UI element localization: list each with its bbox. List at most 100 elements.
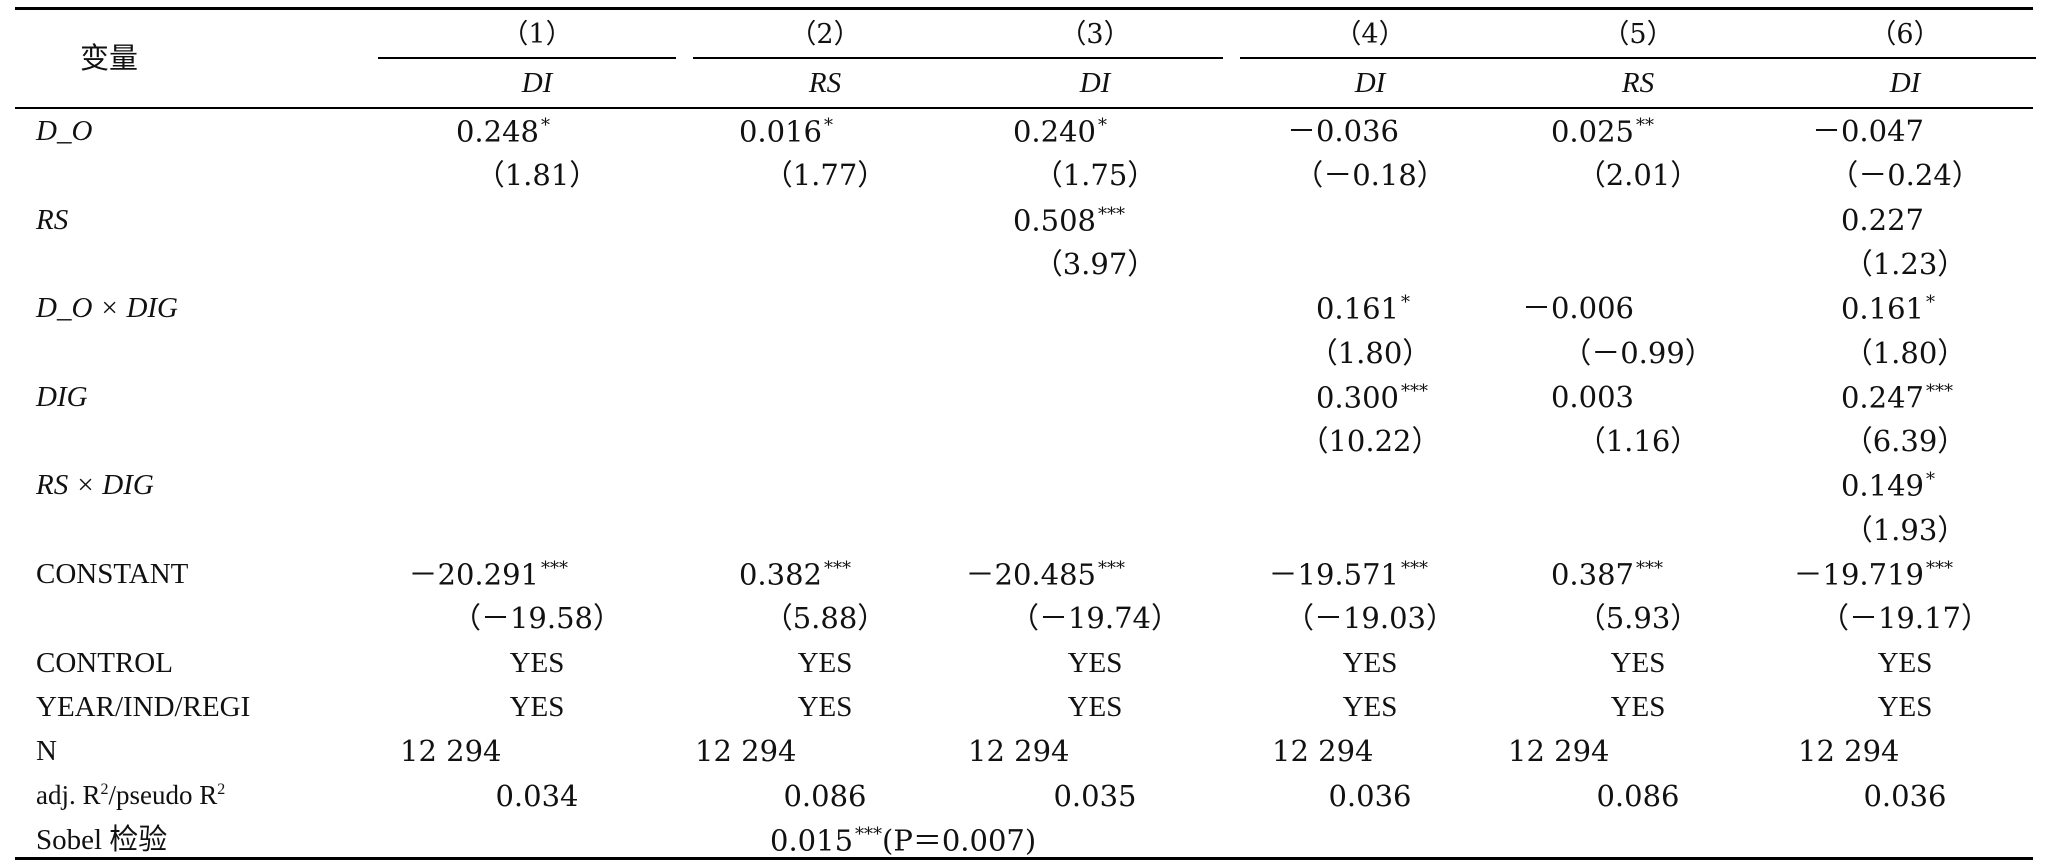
r2-value: 0.034 [495, 778, 579, 813]
coefficient-value: 0.508 [1012, 203, 1096, 238]
coefficient-value: －0.036 [1286, 114, 1399, 148]
variable-name: D_O × DIG [36, 292, 178, 325]
variable-name: RS [36, 203, 69, 236]
r2-superscript: 2 [100, 780, 109, 798]
coefficient-cell: －0.036 [1287, 117, 1435, 146]
header-model-number: （1） [501, 19, 573, 50]
t-stat-cell: （1.80） [1308, 335, 1432, 370]
header-dependent-variable: RS [808, 67, 842, 99]
group-rule-3 [1240, 57, 2036, 59]
t-stat-cell: （2.01） [1576, 158, 1700, 193]
control-row-value: YES [509, 646, 565, 679]
coefficient-value: 0.387 [1550, 557, 1634, 592]
variable-name: CONSTANT [36, 558, 189, 590]
header-model-number: （3） [1059, 19, 1131, 50]
coefficient-cell: 0.149 * [1841, 471, 1960, 501]
t-stat-cell: （－0.18） [1294, 158, 1446, 193]
coefficient-cell: －20.485 *** [966, 560, 1132, 590]
t-stat-cell: （1.23） [1843, 246, 1967, 281]
significance-stars: *** [1926, 558, 1953, 579]
coefficient-value: －19.571 [1268, 557, 1399, 592]
significance-stars: *** [1636, 558, 1663, 579]
coefficient-cell: 0.382 *** [739, 560, 858, 590]
r2-label-part: adj. R [36, 779, 101, 810]
coefficient-cell: 0.240 * [1013, 117, 1132, 147]
t-stat-cell: （1.80） [1843, 335, 1967, 370]
t-stat-cell: （－19.17） [1819, 601, 1991, 636]
t-stat-cell: （3.97） [1033, 246, 1157, 281]
coefficient-value: 0.240 [1012, 114, 1096, 149]
r2-value: 0.086 [1596, 778, 1680, 813]
coefficient-cell: －20.291 *** [409, 560, 575, 590]
coefficient-cell: 0.161 * [1316, 294, 1435, 324]
r2-label-part: /pseudo R [108, 779, 218, 810]
significance-stars: * [1098, 115, 1107, 136]
group-rule-1 [378, 57, 676, 59]
control-row-value: YES [1067, 646, 1123, 679]
variable-name: D_O [36, 115, 93, 147]
top-rule [15, 7, 2033, 10]
significance-stars: ** [1636, 115, 1654, 136]
t-stat-cell: （1.16） [1576, 424, 1700, 459]
t-stat-cell: （6.39） [1843, 424, 1967, 459]
header-rule [15, 107, 2033, 109]
significance-stars: * [824, 115, 833, 136]
coefficient-value: 0.016 [738, 114, 822, 149]
t-stat-cell: （10.22） [1299, 424, 1441, 459]
control-row-value: YES [1877, 646, 1933, 679]
coefficient-cell: 0.227 [1841, 205, 1960, 235]
significance-stars: * [541, 115, 550, 136]
t-stat-cell: （－19.74） [1009, 601, 1181, 636]
significance-stars: *** [541, 558, 568, 579]
fixed-effects-row-value: YES [797, 690, 853, 723]
coefficient-value: 0.149 [1840, 469, 1924, 504]
t-stat-cell: （－0.24） [1829, 158, 1981, 193]
coefficient-cell: 0.025 ** [1551, 117, 1670, 147]
header-dependent-variable: RS [1621, 67, 1655, 99]
t-stat-cell: （5.93） [1576, 601, 1700, 636]
header-model-number: （5） [1602, 19, 1674, 50]
header-model-number: （4） [1334, 19, 1406, 50]
fixed-effects-row-value: YES [1067, 690, 1123, 723]
sobel-value: 0.015 ***(P＝0.007) [770, 825, 1036, 856]
coefficient-cell: 0.248 * [456, 117, 575, 147]
coefficient-value: 0.382 [738, 557, 822, 592]
header-model-number: （6） [1869, 19, 1941, 50]
coefficient-cell: 0.300 *** [1316, 380, 1435, 413]
t-stat-cell: （5.88） [763, 601, 887, 636]
t-stat-cell: （－19.03） [1284, 601, 1456, 636]
header-dependent-variable: DI [1889, 67, 1921, 99]
n-value: 12 294 [968, 734, 1070, 769]
coefficient-value: 0.247 [1840, 380, 1924, 415]
t-stat-cell: （1.81） [475, 158, 599, 193]
header-variable-label: 变量 [80, 43, 139, 75]
coefficient-value: －0.006 [1521, 291, 1634, 326]
significance-stars: *** [824, 558, 851, 579]
coefficient-value: 0.161 [1840, 291, 1924, 326]
fixed-effects-row-value: YES [1610, 690, 1666, 723]
r2-value: 0.036 [1863, 778, 1947, 813]
header-dependent-variable: DI [1354, 67, 1386, 99]
fixed-effects-row-label: YEAR/IND/REGI [36, 690, 251, 723]
coefficient-value: 0.248 [455, 114, 539, 149]
bottom-rule [15, 857, 2033, 860]
coefficient-cell: －19.719 *** [1794, 560, 1960, 590]
variable-name: RS × DIG [36, 469, 154, 502]
coefficient-cell: 0.508 *** [1012, 203, 1132, 238]
n-row-label: N [36, 735, 57, 768]
r2-value: 0.035 [1053, 778, 1137, 813]
coefficient-cell: 0.016 * [739, 117, 858, 147]
r2-superscript: 2 [217, 780, 226, 798]
coefficient-cell: 0.161 * [1841, 294, 1960, 324]
fixed-effects-row-value: YES [509, 690, 565, 723]
n-value: 12 294 [1272, 734, 1374, 769]
coefficient-cell: －0.047 [1812, 117, 1960, 146]
fixed-effects-row-value: YES [1877, 690, 1933, 723]
t-stat-cell: （1.77） [763, 158, 887, 193]
significance-stars: *** [1401, 380, 1428, 402]
coefficient-value: 0.161 [1315, 291, 1399, 326]
coefficient-value: －20.485 [965, 557, 1096, 592]
coefficient-value: －20.291 [408, 557, 539, 592]
significance-stars: *** [1098, 203, 1125, 225]
r2-value: 0.036 [1328, 778, 1412, 813]
